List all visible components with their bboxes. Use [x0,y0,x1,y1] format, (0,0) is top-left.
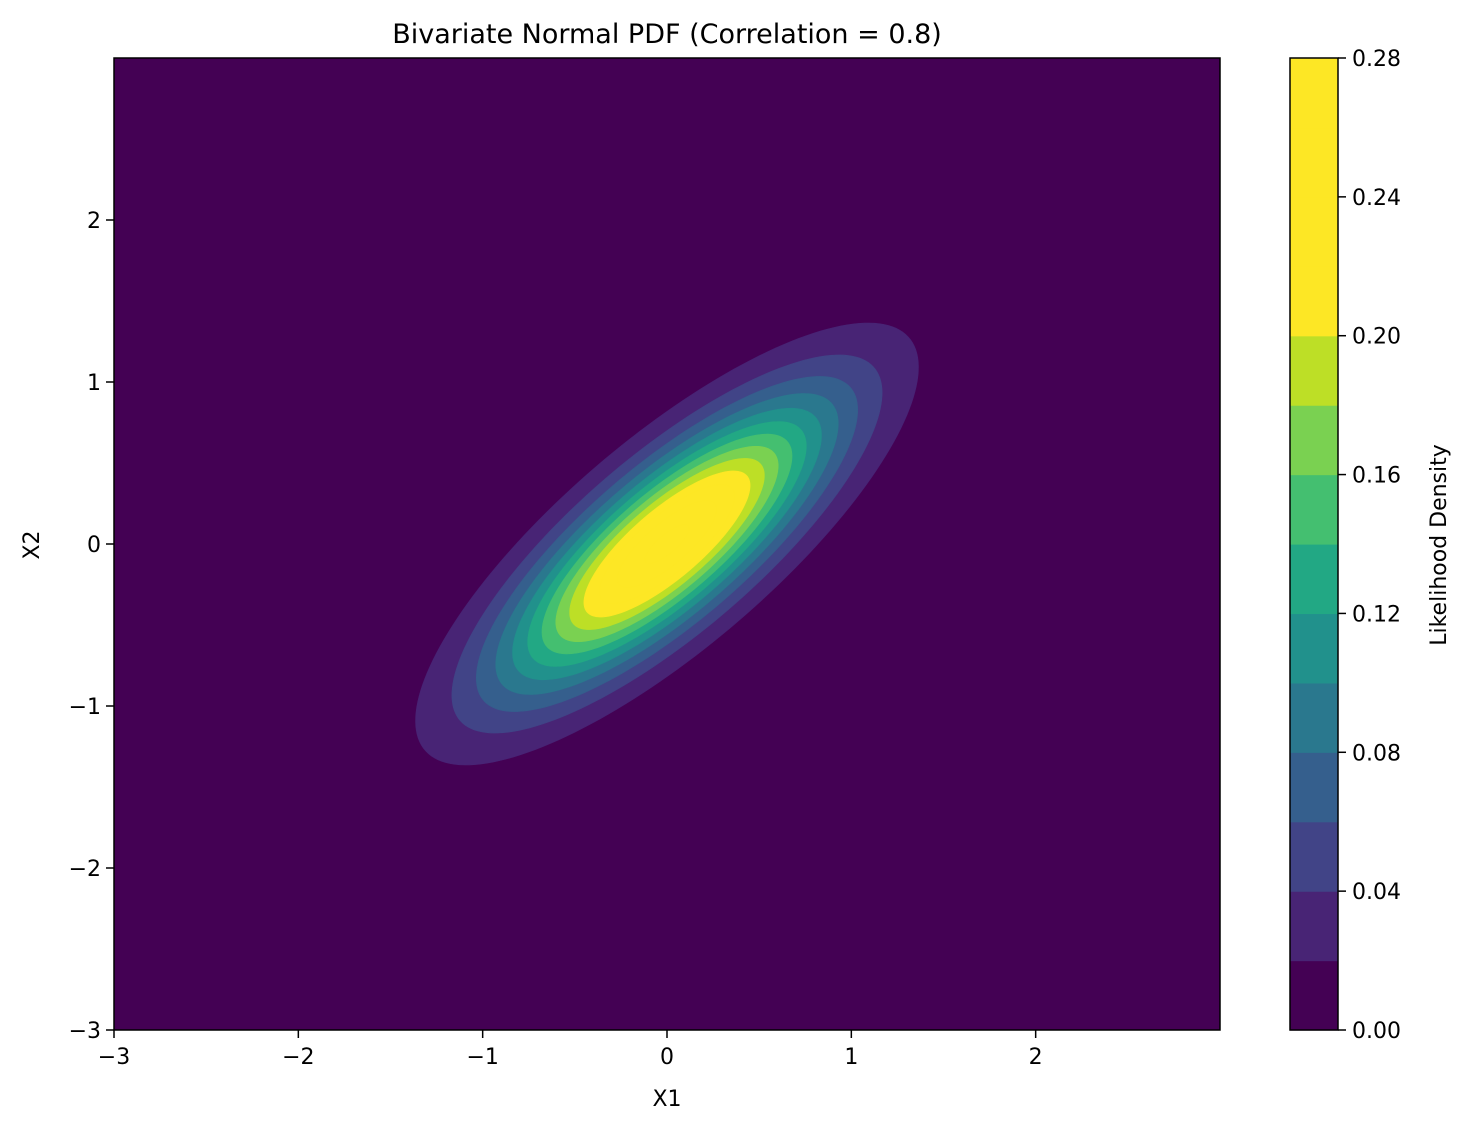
plot-area [114,58,1220,1030]
colorbar-frame [1289,57,1339,1031]
colorbar-tick-label: 0.04 [1352,880,1401,905]
colorbar-segment [1290,196,1338,267]
y-tick-label: 0 [87,533,101,558]
colorbar-tick-label: 0.28 [1352,47,1401,72]
chart-title: Bivariate Normal PDF (Correlation = 0.8) [392,19,942,50]
colorbar-segments [1290,58,1338,1031]
y-tick-label: 2 [87,209,101,234]
y-tick-label: 1 [87,371,101,396]
colorbar-segment [1290,821,1338,892]
x-tick-label: 1 [844,1045,858,1070]
x-tick-label: 2 [1029,1045,1043,1070]
colorbar-segment [1290,474,1338,545]
y-tick-label: −3 [69,1019,101,1044]
y-tick-label: −1 [69,695,101,720]
colorbar: 0.00 0.04 0.08 0.12 0.16 0.20 0.24 0.28 Likelih… [1289,47,1452,1044]
colorbar-tick-label: 0.16 [1352,464,1401,489]
y-tick-label: −2 [69,857,101,882]
colorbar-label: Likelihood Density [1427,444,1452,646]
x-axis-label: X1 [652,1087,681,1112]
colorbar-tick-label: 0.08 [1352,741,1401,766]
colorbar-tick-label: 0.20 [1352,325,1401,350]
contour-bands [415,322,919,766]
colorbar-segment [1290,891,1338,962]
colorbar-segment [1290,752,1338,823]
x-axis: −3 −2 −1 0 1 2 [98,1030,1043,1070]
y-axis: −3 −2 −1 0 1 2 [69,209,114,1044]
colorbar-tick-label: 0.24 [1352,186,1401,211]
y-axis-label: X2 [20,530,45,559]
colorbar-ticks: 0.00 0.04 0.08 0.12 0.16 0.20 0.24 0.28 [1338,47,1401,1044]
colorbar-segment [1290,613,1338,684]
x-tick-label: −1 [466,1045,498,1070]
colorbar-segment [1290,960,1338,1031]
x-tick-label: 0 [660,1045,674,1070]
colorbar-tick-label: 0.00 [1352,1019,1401,1044]
colorbar-segment [1290,335,1338,406]
colorbar-segment [1290,127,1338,198]
colorbar-segment [1290,58,1338,129]
colorbar-segment [1290,405,1338,476]
colorbar-segment [1290,682,1338,753]
contour-band-13 [644,524,690,564]
colorbar-segment [1290,544,1338,615]
colorbar-tick-label: 0.12 [1352,602,1401,627]
x-tick-label: −3 [98,1045,130,1070]
colorbar-segment [1290,266,1338,337]
x-tick-label: −2 [282,1045,314,1070]
